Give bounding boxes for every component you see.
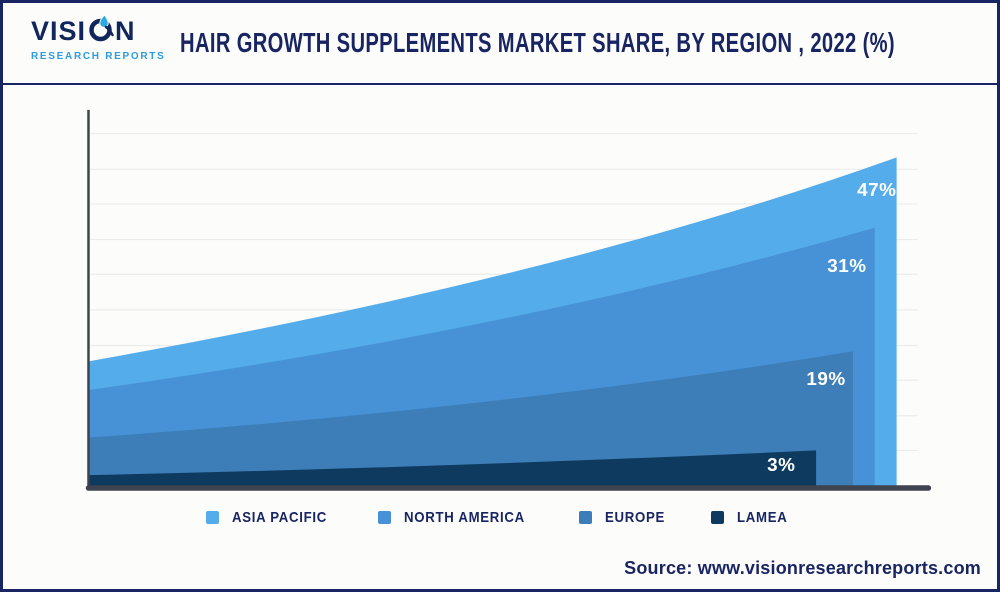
chart-legend: ASIA PACIFIC NORTH AMERICA EUROPE LAMEA xyxy=(3,509,997,526)
water-drop-o-icon xyxy=(87,14,114,48)
legend-swatch-north-america-icon xyxy=(377,511,391,524)
legend-swatch-europe-icon xyxy=(578,511,592,524)
area-europe xyxy=(88,351,853,487)
legend-label-lamea: LAMEA xyxy=(737,509,788,526)
legend-label-asia-pacific: ASIA PACIFIC xyxy=(231,509,327,526)
header: VISI N RESEARCH REPORTS HAIR GROWTH SUPP… xyxy=(3,3,997,85)
chart-title: HAIR GROWTH SUPPLEMENTS MARKET SHARE, BY… xyxy=(180,27,896,58)
legend-item-europe: EUROPE xyxy=(578,509,673,526)
area-chart: 47% 31% 19% 3% xyxy=(85,109,932,491)
value-label-north-america: 31% xyxy=(827,255,866,276)
legend-label-europe: EUROPE xyxy=(604,509,665,526)
brand-text-pre: VISI xyxy=(31,15,87,46)
brand-text-post: N xyxy=(115,15,136,46)
legend-label-north-america: NORTH AMERICA xyxy=(403,509,525,526)
area-lamea xyxy=(88,450,817,487)
brand-wordmark: VISI N xyxy=(31,14,165,48)
legend-item-north-america: NORTH AMERICA xyxy=(377,509,541,526)
legend-swatch-lamea-icon xyxy=(711,511,725,524)
legend-item-asia-pacific: ASIA PACIFIC xyxy=(205,509,340,526)
legend-swatch-asia-pacific-icon xyxy=(205,511,219,524)
source-attribution: Source: www.visionresearchreports.com xyxy=(624,558,981,578)
value-label-europe: 19% xyxy=(806,368,845,389)
brand-subtitle: RESEARCH REPORTS xyxy=(31,51,166,62)
legend-item-lamea: LAMEA xyxy=(711,509,794,526)
value-label-asia-pacific: 47% xyxy=(857,179,896,200)
brand-logo: VISI N RESEARCH REPORTS xyxy=(31,14,165,62)
value-label-lamea: 3% xyxy=(767,454,795,475)
